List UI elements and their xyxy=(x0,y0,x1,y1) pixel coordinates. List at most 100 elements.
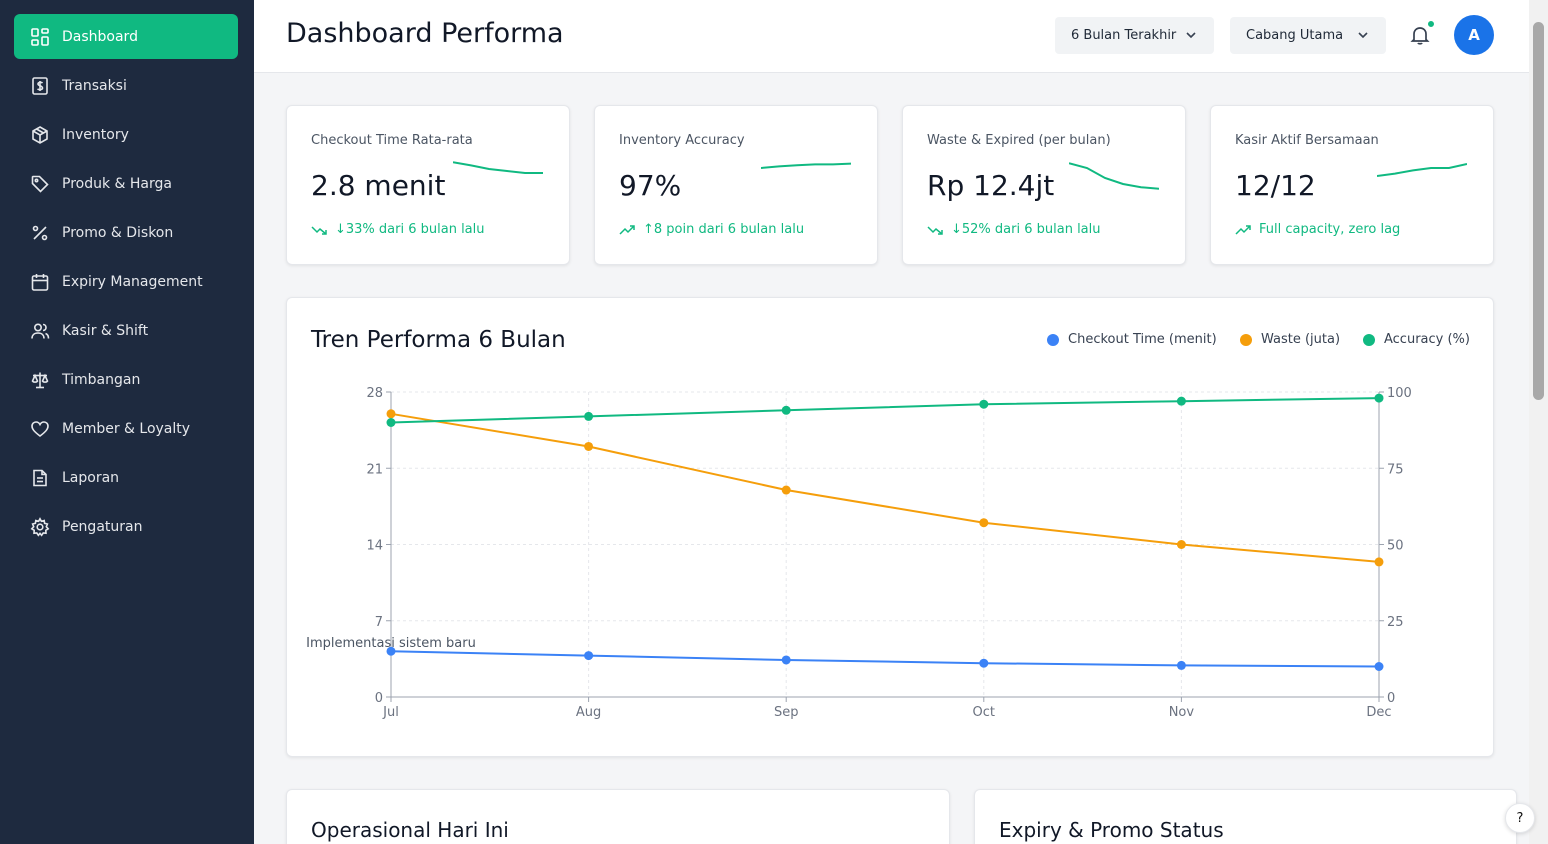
legend-item-waste[interactable]: Waste (juta) xyxy=(1240,332,1340,347)
main-content: Dashboard Performa 6 Bulan Terakhir Caba… xyxy=(254,0,1529,844)
sidebar-item-label: Member & Loyalty xyxy=(62,420,191,437)
sidebar-item-pengaturan[interactable]: Pengaturan xyxy=(14,504,238,549)
calendar-icon xyxy=(31,273,49,291)
legend-dot xyxy=(1047,333,1059,346)
kpi-label: Waste & Expired (per bulan) xyxy=(927,133,1111,148)
data-point xyxy=(781,405,791,415)
section-title: Operasional Hari Ini xyxy=(311,818,509,842)
sidebar-item-label: Timbangan xyxy=(62,371,141,388)
data-point xyxy=(781,485,791,495)
x-tick-label: Nov xyxy=(1169,705,1195,720)
sidebar-item-expiry-management[interactable]: Expiry Management xyxy=(14,259,238,304)
sidebar-item-label: Dashboard xyxy=(62,28,138,45)
bell-icon[interactable] xyxy=(1409,24,1431,46)
kpi-trend: ↑8 poin dari 6 bulan lalu xyxy=(619,222,804,237)
data-point xyxy=(584,651,594,661)
sidebar-item-label: Kasir & Shift xyxy=(62,322,149,339)
data-point xyxy=(979,658,989,668)
sidebar-item-transaksi[interactable]: Transaksi xyxy=(14,63,238,108)
y-tick-label: 14 xyxy=(366,539,383,554)
legend-label: Accuracy (%) xyxy=(1384,332,1470,347)
kpi-label: Inventory Accuracy xyxy=(619,133,745,148)
heart-icon xyxy=(31,420,49,437)
sidebar-item-timbangan[interactable]: Timbangan xyxy=(14,357,238,402)
sidebar-item-inventory[interactable]: Inventory xyxy=(14,112,238,157)
top-header: Dashboard Performa 6 Bulan Terakhir Caba… xyxy=(254,0,1529,73)
section-title: Expiry & Promo Status xyxy=(999,818,1224,842)
x-tick-label: Sep xyxy=(774,705,799,720)
sidebar-item-dashboard[interactable]: Dashboard xyxy=(14,14,238,59)
y-tick-label: 0 xyxy=(375,691,383,706)
page-title: Dashboard Performa xyxy=(286,18,564,49)
notification-dot xyxy=(1427,20,1435,28)
sidebar-item-label: Pengaturan xyxy=(62,518,143,535)
sidebar-item-kasir-shift[interactable]: Kasir & Shift xyxy=(14,308,238,353)
trending-up-icon xyxy=(619,224,635,235)
data-point xyxy=(1176,660,1186,670)
data-point xyxy=(781,655,791,665)
gear-icon xyxy=(30,516,50,537)
legend-dot xyxy=(1363,333,1375,346)
legend-label: Waste (juta) xyxy=(1261,332,1341,347)
sparkline xyxy=(453,161,543,174)
sidebar-item-label: Produk & Harga xyxy=(62,175,172,192)
data-point xyxy=(386,646,396,656)
legend-label: Checkout Time (menit) xyxy=(1068,332,1217,347)
trending-down-icon xyxy=(927,225,943,235)
legend-item-checkout[interactable]: Checkout Time (menit) xyxy=(1047,332,1217,347)
sparkline xyxy=(1069,162,1159,190)
kpi-label: Checkout Time Rata-rata xyxy=(311,133,473,148)
chevron-down-icon xyxy=(1186,32,1196,39)
receipt-icon xyxy=(32,76,48,95)
avatar[interactable]: A xyxy=(1454,15,1494,55)
data-point xyxy=(584,411,594,421)
sidebar-item-label: Transaksi xyxy=(62,77,127,94)
y-tick-label: 21 xyxy=(366,462,383,477)
sidebar-item-member-loyalty[interactable]: Member & Loyalty xyxy=(14,406,238,451)
legend-dot xyxy=(1240,333,1252,346)
period-select-value: 6 Bulan Terakhir xyxy=(1071,28,1177,43)
kpi-trend-text: ↑8 poin dari 6 bulan lalu xyxy=(643,222,805,237)
trend-chart: 0 7 14 21 28 0 25 50 75 100 Jul Aug Sep Oct Nov Dec Impl… xyxy=(306,386,1412,720)
y2-tick-label: 0 xyxy=(1387,691,1395,706)
period-select[interactable]: 6 Bulan Terakhir xyxy=(1055,17,1214,54)
tag-icon xyxy=(31,175,49,193)
y2-tick-label: 25 xyxy=(1387,615,1404,630)
kpi-card-waste-expired: Waste & Expired (per bulan) Rp 12.4jt ↓5… xyxy=(902,105,1186,265)
data-point xyxy=(386,409,396,419)
sidebar-item-produk-harga[interactable]: Produk & Harga xyxy=(14,161,238,206)
kpi-value: Rp 12.4jt xyxy=(927,169,1055,202)
trend-chart-card: Tren Performa 6 Bulan Checkout Time (men… xyxy=(286,297,1494,757)
x-tick-label: Jul xyxy=(382,705,399,720)
series-line xyxy=(390,650,1380,668)
legend-item-accuracy[interactable]: Accuracy (%) xyxy=(1363,332,1470,347)
help-button[interactable]: ? xyxy=(1505,803,1535,833)
data-point xyxy=(979,518,989,528)
trending-down-icon xyxy=(311,225,327,235)
y2-tick-label: 75 xyxy=(1387,462,1404,477)
data-point xyxy=(979,399,989,409)
operasional-card: Operasional Hari Ini xyxy=(286,789,950,844)
data-point xyxy=(1374,557,1384,567)
scrollbar-thumb[interactable] xyxy=(1533,22,1544,400)
y-tick-label: 28 xyxy=(366,386,383,401)
kpi-card-inventory-accuracy: Inventory Accuracy 97% ↑8 poin dari 6 bu… xyxy=(594,105,878,265)
y2-tick-label: 50 xyxy=(1387,539,1404,554)
sidebar-item-laporan[interactable]: Laporan xyxy=(14,455,238,500)
x-tick-label: Dec xyxy=(1366,705,1391,720)
y-tick-label: 7 xyxy=(375,615,383,630)
kpi-trend-text: ↓33% dari 6 bulan lalu xyxy=(335,222,485,237)
kpi-value: 2.8 menit xyxy=(311,169,446,202)
scrollbar[interactable] xyxy=(1529,0,1548,844)
kpi-trend: ↓52% dari 6 bulan lalu xyxy=(927,222,1101,237)
sparkline xyxy=(1377,163,1467,177)
kpi-trend: ↓33% dari 6 bulan lalu xyxy=(311,222,485,237)
x-tick-label: Aug xyxy=(576,705,601,720)
percent-icon xyxy=(32,225,48,240)
data-point xyxy=(584,441,594,451)
sidebar-item-promo-diskon[interactable]: Promo & Diskon xyxy=(14,210,238,255)
kpi-card-checkout-time: Checkout Time Rata-rata 2.8 menit ↓33% d… xyxy=(286,105,570,265)
branch-select[interactable]: Cabang Utama xyxy=(1230,17,1386,54)
kpi-trend: Full capacity, zero lag xyxy=(1235,222,1400,237)
chevron-down-icon xyxy=(1358,32,1368,39)
